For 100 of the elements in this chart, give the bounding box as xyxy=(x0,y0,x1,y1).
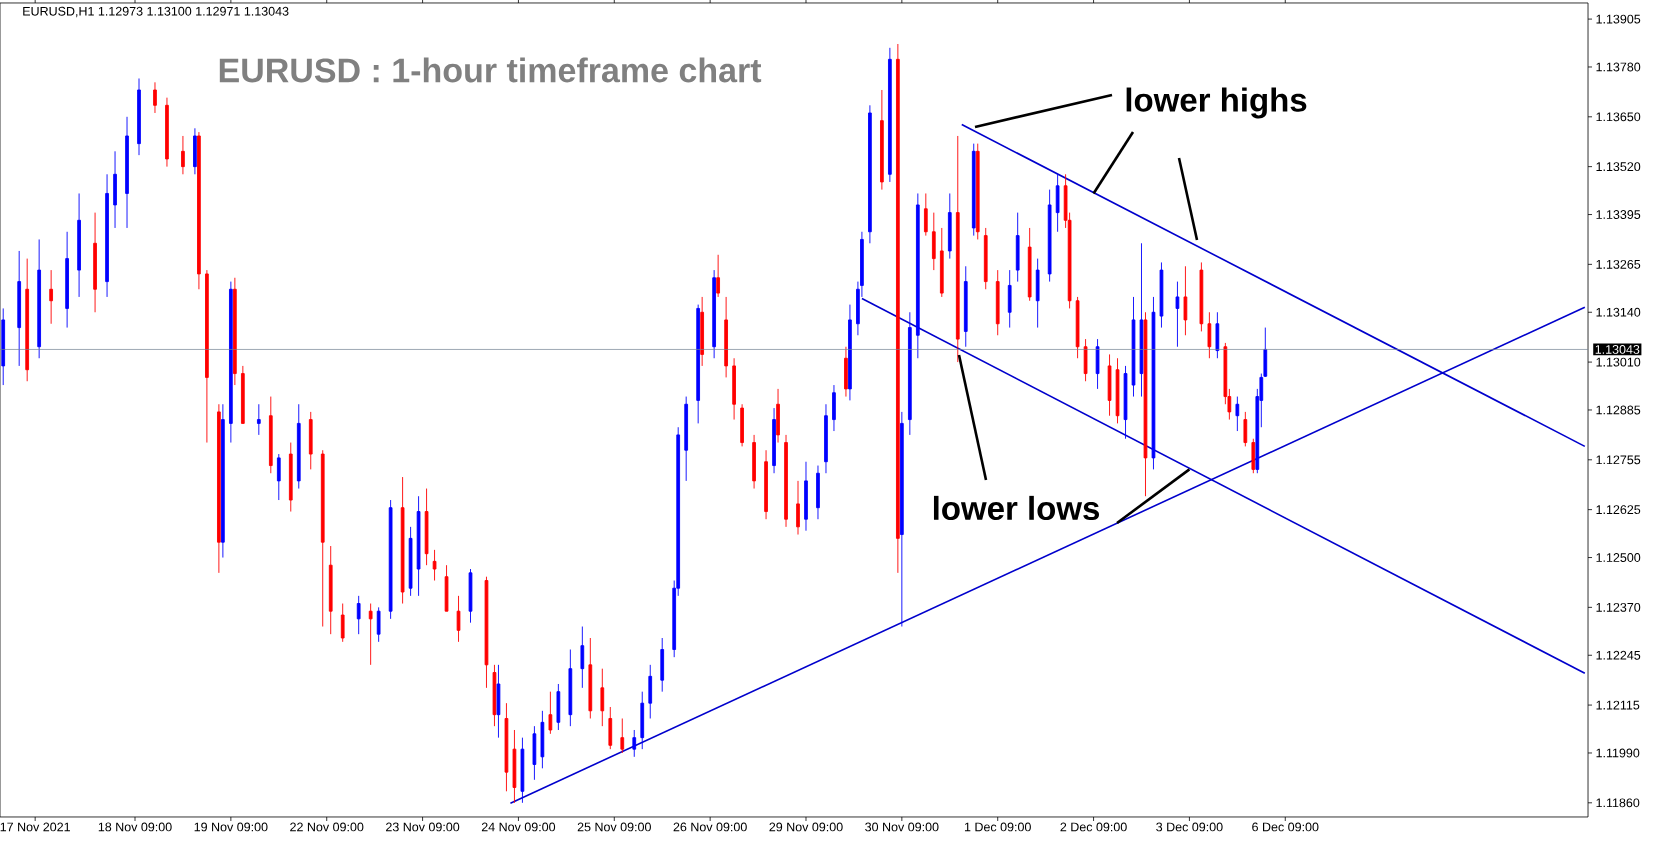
candlestick xyxy=(712,269,716,359)
candlestick xyxy=(217,403,221,574)
annotation: lower lows xyxy=(933,495,1100,521)
y-tick-label: 1.13650 xyxy=(1596,112,1641,122)
candlestick xyxy=(983,227,988,290)
candlestick xyxy=(888,47,892,183)
candlestick xyxy=(1159,261,1164,329)
candlestick xyxy=(288,442,293,512)
candlestick xyxy=(1007,269,1012,329)
y-tick-label: 1.13520 xyxy=(1596,162,1641,172)
y-tick-label: 1.12370 xyxy=(1596,602,1641,612)
candlestick xyxy=(752,434,756,489)
y-tick-label: 1.12500 xyxy=(1596,553,1641,562)
candlestick xyxy=(197,131,201,290)
candlestick xyxy=(296,403,301,489)
candlestick xyxy=(532,725,537,781)
candlestick xyxy=(256,403,261,436)
y-tick-label: 1.12245 xyxy=(1596,650,1641,660)
candlestick xyxy=(492,664,497,727)
candlestick xyxy=(229,281,233,444)
candlestick xyxy=(165,97,169,168)
x-tick-label: 17 Nov 2021 xyxy=(0,822,70,832)
candlestick xyxy=(504,702,509,792)
candlestick xyxy=(496,664,501,739)
candlestick xyxy=(660,637,665,693)
y-tick-label: 1.12625 xyxy=(1596,505,1641,515)
candlestick xyxy=(1175,281,1180,348)
candlestick xyxy=(548,691,553,735)
candlestick xyxy=(832,384,836,432)
annotation: lower highs xyxy=(1126,87,1307,119)
candlestick xyxy=(1055,173,1060,233)
candlestick xyxy=(432,549,437,581)
candlestick xyxy=(408,526,413,597)
candlestick xyxy=(640,691,645,750)
candlestick xyxy=(105,173,109,298)
candlestick xyxy=(1139,242,1144,398)
candlestick xyxy=(700,296,704,367)
candlestick xyxy=(93,212,97,313)
y-tick-label: 1.13780 xyxy=(1596,62,1641,72)
candlestick xyxy=(1015,212,1020,283)
candlestick xyxy=(276,453,281,501)
candlestick xyxy=(520,737,525,804)
text: EURUSD : 1-hour timeframe chart xyxy=(219,57,762,83)
candlestick xyxy=(468,568,473,624)
candlestick xyxy=(49,269,53,325)
candlestick xyxy=(1,307,6,386)
candlestick xyxy=(308,411,313,470)
candlestick xyxy=(456,595,461,643)
y-tick-label: 1.13140 xyxy=(1596,307,1641,317)
candlestick xyxy=(848,304,852,401)
candlestick xyxy=(340,603,345,643)
candlestick xyxy=(648,664,653,719)
y-tick-label: 1.13265 xyxy=(1596,259,1641,269)
candlestick xyxy=(915,193,920,359)
candlestick xyxy=(37,238,41,359)
candlestick xyxy=(484,576,489,689)
candlestick xyxy=(328,545,333,635)
candlestick xyxy=(388,499,393,620)
candlestick xyxy=(1199,261,1204,332)
candlestick xyxy=(1107,353,1112,417)
candlestick xyxy=(995,269,1000,336)
candlestick xyxy=(205,269,209,444)
x-tick-label: 19 Nov 09:00 xyxy=(194,822,268,832)
candlestick xyxy=(600,668,605,727)
x-tick-label: 6 Dec 09:00 xyxy=(1252,822,1319,832)
candlestick xyxy=(181,135,185,175)
y-tick-label: 1.11860 xyxy=(1596,798,1640,808)
candlestick xyxy=(804,461,808,532)
candlestick xyxy=(880,89,884,191)
candlestick xyxy=(540,710,545,769)
candlestick xyxy=(512,729,517,804)
candlestick xyxy=(268,396,273,474)
candlestick xyxy=(776,388,780,444)
annotation: EURUSD,H1 1.12973 1.13100 1.12971 1.13043 xyxy=(23,6,289,18)
candlestick xyxy=(896,43,900,574)
candlestick xyxy=(17,250,22,367)
candlestick xyxy=(221,403,225,558)
candlestick xyxy=(923,193,928,237)
candlestick xyxy=(931,212,936,271)
candlestick xyxy=(1131,296,1136,398)
candlestick xyxy=(955,135,960,363)
candlestick xyxy=(1143,311,1148,497)
candlestick xyxy=(1083,338,1088,382)
candlestick xyxy=(416,495,421,597)
candlestick xyxy=(1115,357,1120,424)
y-tick-label: 1.12115 xyxy=(1596,700,1640,710)
candlestick xyxy=(65,231,69,329)
x-tick-label: 22 Nov 09:00 xyxy=(290,822,364,832)
candlestick xyxy=(77,193,81,298)
y-tick-label: 1.13905 xyxy=(1596,14,1641,24)
candlestick xyxy=(608,706,613,750)
candlestick xyxy=(356,595,361,635)
x-tick-label: 3 Dec 09:00 xyxy=(1156,822,1223,832)
candlestick xyxy=(947,193,952,260)
candlestick xyxy=(1075,296,1080,359)
candlestick xyxy=(724,296,728,378)
candlestick xyxy=(368,603,373,666)
candlestick xyxy=(1215,311,1220,359)
candlestick xyxy=(844,346,848,398)
y-tick-label: 1.12885 xyxy=(1596,405,1641,415)
